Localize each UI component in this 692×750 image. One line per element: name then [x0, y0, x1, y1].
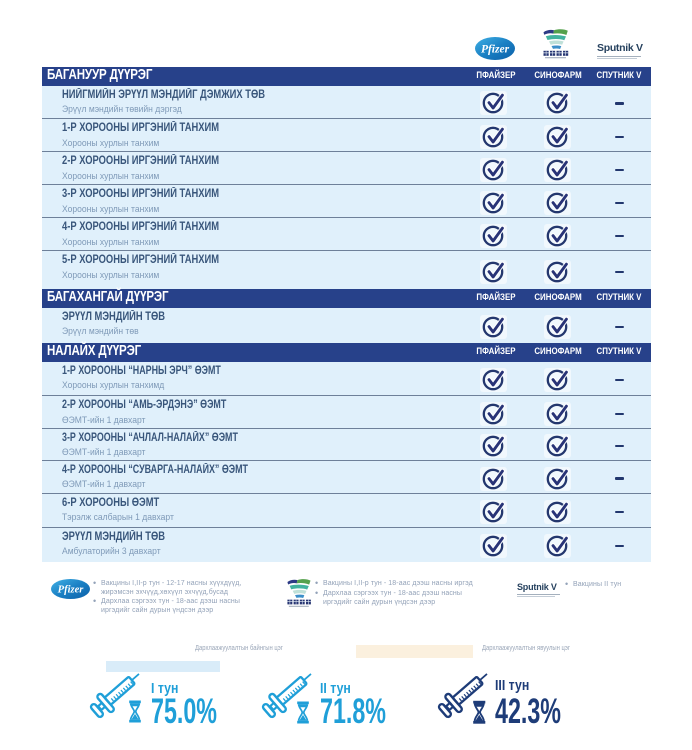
- svg-text:Pfizer: Pfizer: [481, 43, 510, 55]
- svg-text:Pfizer: Pfizer: [58, 585, 85, 596]
